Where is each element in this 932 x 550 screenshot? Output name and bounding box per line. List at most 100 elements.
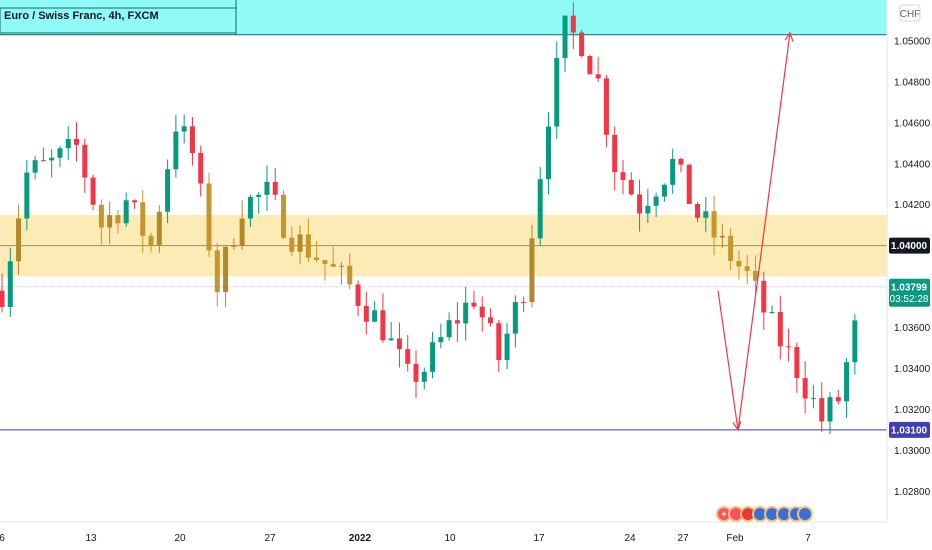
candle	[405, 335, 411, 372]
candle-body	[620, 172, 626, 180]
candle-body	[595, 74, 601, 79]
candle	[628, 172, 634, 196]
candle-body	[65, 138, 71, 149]
candle-body	[214, 250, 220, 293]
candle-body	[463, 302, 469, 324]
candle-body	[728, 235, 734, 261]
candle-body	[686, 164, 692, 204]
currency-badge[interactable]	[899, 4, 921, 22]
candle-body	[388, 338, 394, 341]
current-price-tag	[889, 278, 930, 307]
time-tick-label: 17	[533, 533, 545, 544]
candle-body	[802, 378, 808, 399]
candle-body	[131, 200, 137, 203]
candle	[16, 204, 22, 276]
level-price-tag	[889, 237, 930, 254]
candle	[736, 250, 742, 280]
current-price-text: 1.03799	[891, 282, 928, 293]
candle	[239, 200, 245, 250]
time-tick-label: 2022	[349, 533, 372, 544]
candle	[372, 301, 378, 323]
candle-body	[521, 302, 527, 304]
candle	[786, 328, 792, 362]
candle-body	[198, 152, 204, 184]
candle	[156, 205, 162, 253]
candle	[338, 262, 344, 285]
candle-body	[678, 158, 684, 165]
time-tick-label: 27	[677, 533, 689, 544]
candle	[620, 159, 626, 195]
candle	[131, 199, 137, 209]
candle-body	[239, 218, 245, 246]
price-tick-label: 1.03000	[894, 446, 931, 457]
candle-body	[695, 203, 701, 218]
candle	[140, 189, 146, 253]
candle	[289, 226, 295, 256]
candle	[645, 188, 651, 223]
price-tick-label: 1.05000	[894, 36, 931, 47]
candle-body	[223, 246, 229, 293]
candle	[504, 323, 510, 370]
candle-body	[471, 302, 477, 307]
candle-body	[405, 349, 411, 364]
price-tick-label: 1.03200	[894, 405, 931, 416]
candle	[74, 122, 80, 162]
candle	[678, 157, 684, 173]
candle	[107, 201, 113, 244]
candle-body	[736, 260, 742, 267]
candle	[24, 159, 30, 231]
candle-body	[347, 265, 353, 285]
candle-body	[148, 235, 154, 246]
candles-layer	[0, 2, 858, 435]
arrowhead-down	[732, 421, 742, 432]
candle	[413, 350, 419, 399]
candle	[637, 179, 643, 232]
candle	[587, 54, 593, 75]
candle-body	[744, 266, 750, 271]
candle	[347, 253, 353, 290]
candle-body	[587, 56, 593, 75]
candle	[595, 56, 601, 82]
candle-body	[7, 261, 13, 308]
candle-body	[32, 160, 38, 173]
candle	[496, 320, 502, 373]
time-tick-label: 20	[174, 533, 186, 544]
candle	[148, 232, 154, 253]
candle-body	[380, 310, 386, 341]
candle-body	[603, 78, 609, 135]
candle-body	[852, 320, 858, 363]
projection-arrow-layer	[717, 31, 794, 432]
candle	[430, 331, 436, 379]
candle	[314, 241, 320, 263]
candle-body	[752, 270, 758, 281]
event-icon-flag-eu-5[interactable]	[797, 506, 813, 522]
candle-body	[363, 305, 369, 322]
candle-body	[256, 194, 262, 197]
candle-body	[504, 333, 510, 360]
candle-body	[16, 218, 22, 262]
candle-body	[181, 126, 187, 132]
candle-body	[612, 134, 618, 173]
candle	[794, 342, 800, 393]
candle	[264, 165, 270, 212]
candle-body	[49, 157, 55, 161]
candle	[703, 196, 709, 232]
candle-body	[488, 317, 494, 324]
time-tick-label: 10	[444, 533, 456, 544]
event-icons[interactable]: +	[716, 506, 813, 522]
price-tick-label: 1.02800	[894, 487, 931, 498]
candle	[115, 210, 121, 234]
candle-body	[189, 126, 195, 153]
candle-body	[794, 347, 800, 379]
candle	[529, 225, 535, 308]
candle-body	[289, 237, 295, 252]
candle	[761, 271, 767, 331]
candle-body	[57, 148, 63, 158]
candle	[90, 174, 96, 211]
candle-body	[430, 342, 436, 372]
candle-body	[454, 320, 460, 324]
candle	[695, 202, 701, 223]
candle-body	[537, 179, 543, 239]
candle	[322, 259, 328, 281]
